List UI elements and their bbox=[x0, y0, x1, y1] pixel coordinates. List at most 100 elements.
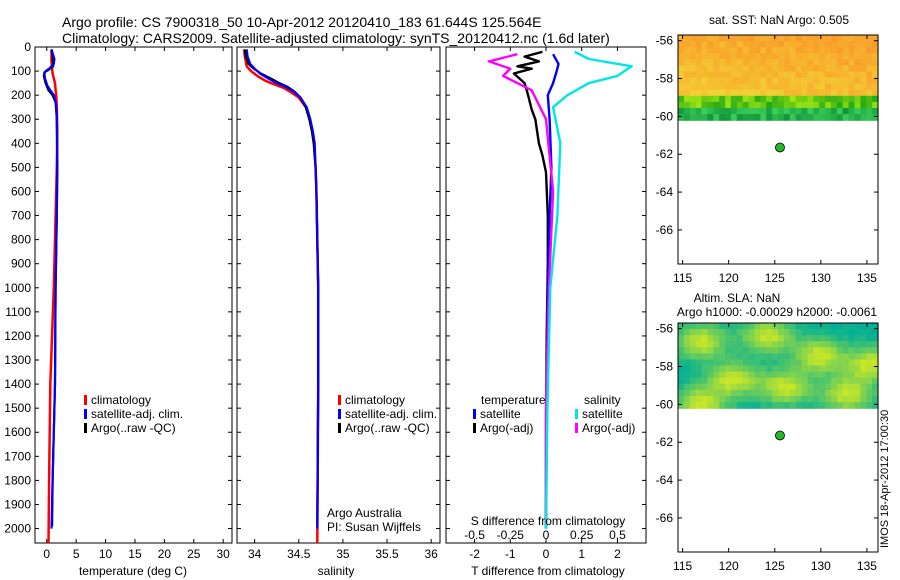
sst-map-cell bbox=[860, 59, 867, 66]
sla-map-cell bbox=[854, 402, 861, 409]
difference-xlabel-top: S difference from climatology bbox=[471, 514, 626, 528]
difference-xtick-label: 2 bbox=[614, 547, 621, 561]
sst-map-cell bbox=[789, 101, 797, 109]
sla-map-cell bbox=[836, 323, 844, 330]
sla-map-cell bbox=[772, 329, 779, 336]
sla-map-cell bbox=[819, 335, 826, 342]
sst-map-cell bbox=[860, 77, 867, 85]
sst-map-cell bbox=[872, 35, 879, 42]
sla-map-cell bbox=[866, 359, 873, 367]
sst-map-cell bbox=[701, 47, 708, 54]
sst-map-cell bbox=[678, 108, 685, 115]
sla-map-cell bbox=[736, 389, 744, 397]
difference-xlabel: T difference from climatology bbox=[471, 564, 625, 578]
sla-map-cell bbox=[695, 377, 703, 385]
sla-map-cell bbox=[689, 353, 697, 361]
sla-map-cell bbox=[795, 359, 803, 367]
temperature-legend-2-swatch bbox=[84, 423, 87, 433]
sst-map-cell bbox=[854, 83, 861, 91]
sst-map-cell bbox=[772, 108, 779, 115]
temperature-frame bbox=[34, 46, 233, 544]
header-line1: Argo profile: CS 7900318_50 10-Apr-2012 … bbox=[62, 14, 542, 30]
sla-map-cell bbox=[736, 347, 744, 354]
sla-map-ytick-label: -62 bbox=[656, 435, 674, 449]
sla-map-cell bbox=[707, 377, 714, 385]
sla-map-cell bbox=[766, 396, 773, 403]
sst-map-cell bbox=[819, 95, 826, 103]
sst-map-cell bbox=[730, 65, 738, 73]
sst-map-cell bbox=[789, 47, 797, 54]
sst-map-cell bbox=[783, 89, 791, 97]
sst-map-cell bbox=[807, 83, 814, 91]
sla-map-cell bbox=[689, 396, 697, 403]
salinity-xtick-label: 34 bbox=[248, 547, 262, 561]
sla-map-cell bbox=[842, 377, 850, 385]
sla-map-cell bbox=[866, 389, 873, 397]
sla-map-cell bbox=[783, 377, 791, 385]
sst-map-cell bbox=[701, 65, 708, 73]
sst-map-cell bbox=[707, 83, 714, 91]
sla-map-cell bbox=[695, 365, 703, 373]
sla-map-cell bbox=[813, 329, 820, 336]
sla-map-cell bbox=[842, 389, 850, 397]
temperature-legend-1-label: satellite-adj. clim. bbox=[91, 407, 183, 421]
sst-map-cell bbox=[813, 95, 820, 103]
sla-map-cell bbox=[783, 353, 791, 361]
sst-map-cell bbox=[742, 47, 750, 54]
sst-map-cell bbox=[854, 89, 861, 97]
sst-map-cell bbox=[778, 71, 785, 79]
sla-map-cell bbox=[836, 383, 844, 391]
salinity-legend-1-swatch bbox=[338, 409, 341, 419]
sst-map-cell bbox=[701, 41, 708, 48]
sst-map-cell bbox=[807, 59, 814, 66]
sla-map-cell bbox=[789, 347, 797, 354]
sla-map-cell bbox=[860, 396, 867, 403]
sla-map-cell bbox=[772, 347, 779, 354]
sla-map-cell bbox=[783, 383, 791, 391]
difference-lines bbox=[487, 50, 633, 529]
sla-map-cell bbox=[795, 383, 803, 391]
sla-map-cell bbox=[707, 383, 714, 391]
sst-map-cell bbox=[819, 89, 826, 97]
sst-map-cell bbox=[836, 35, 844, 42]
sla-map-cell bbox=[689, 335, 697, 342]
sla-map-cell bbox=[795, 396, 803, 403]
temperature-xtick-label: 25 bbox=[187, 547, 201, 561]
salinity-legend-0-swatch bbox=[338, 395, 341, 405]
sst-map-cell bbox=[807, 89, 814, 97]
sst-map-cell bbox=[713, 101, 720, 109]
sst-map-cell bbox=[736, 89, 744, 97]
sla-map-cell bbox=[730, 389, 738, 397]
sst-map-cell bbox=[778, 41, 785, 48]
sla-map-cell bbox=[813, 341, 820, 348]
sst-map-cell bbox=[860, 47, 867, 54]
sla-map-cell bbox=[678, 347, 685, 354]
sla-map-cell bbox=[854, 335, 861, 342]
sst-map-cell bbox=[836, 47, 844, 54]
sla-map-cell bbox=[836, 396, 844, 403]
sst-map-cell bbox=[866, 41, 873, 48]
sla-map-cell bbox=[866, 396, 873, 403]
sst-map-cell bbox=[819, 108, 826, 115]
sst-map-cell bbox=[778, 83, 785, 91]
sst-map-cell bbox=[866, 35, 873, 42]
difference-legend-0-label: satellite bbox=[480, 407, 521, 421]
sst-map-cell bbox=[719, 114, 726, 121]
sst-map-cell bbox=[860, 41, 867, 48]
depth-tick-label: 200 bbox=[11, 88, 31, 102]
sla-map-cell bbox=[701, 377, 708, 385]
difference-xtick-label: 0 bbox=[543, 547, 550, 561]
sla-map-cell bbox=[854, 347, 861, 354]
sla-map-cell bbox=[866, 323, 873, 330]
sst-map-cell bbox=[848, 95, 856, 103]
sla-argo-point bbox=[775, 430, 785, 441]
sst-map-cell bbox=[707, 108, 714, 115]
sst-map-cell bbox=[707, 71, 714, 79]
sla-map-xtick-label: 130 bbox=[811, 559, 831, 573]
sst-map-cell bbox=[854, 35, 861, 42]
sla-map-cell bbox=[707, 353, 714, 361]
sst-map-cell bbox=[860, 35, 867, 42]
sst-map-cell bbox=[742, 89, 750, 97]
sst-map-cell bbox=[695, 59, 703, 66]
sla-map-cell bbox=[836, 389, 844, 397]
